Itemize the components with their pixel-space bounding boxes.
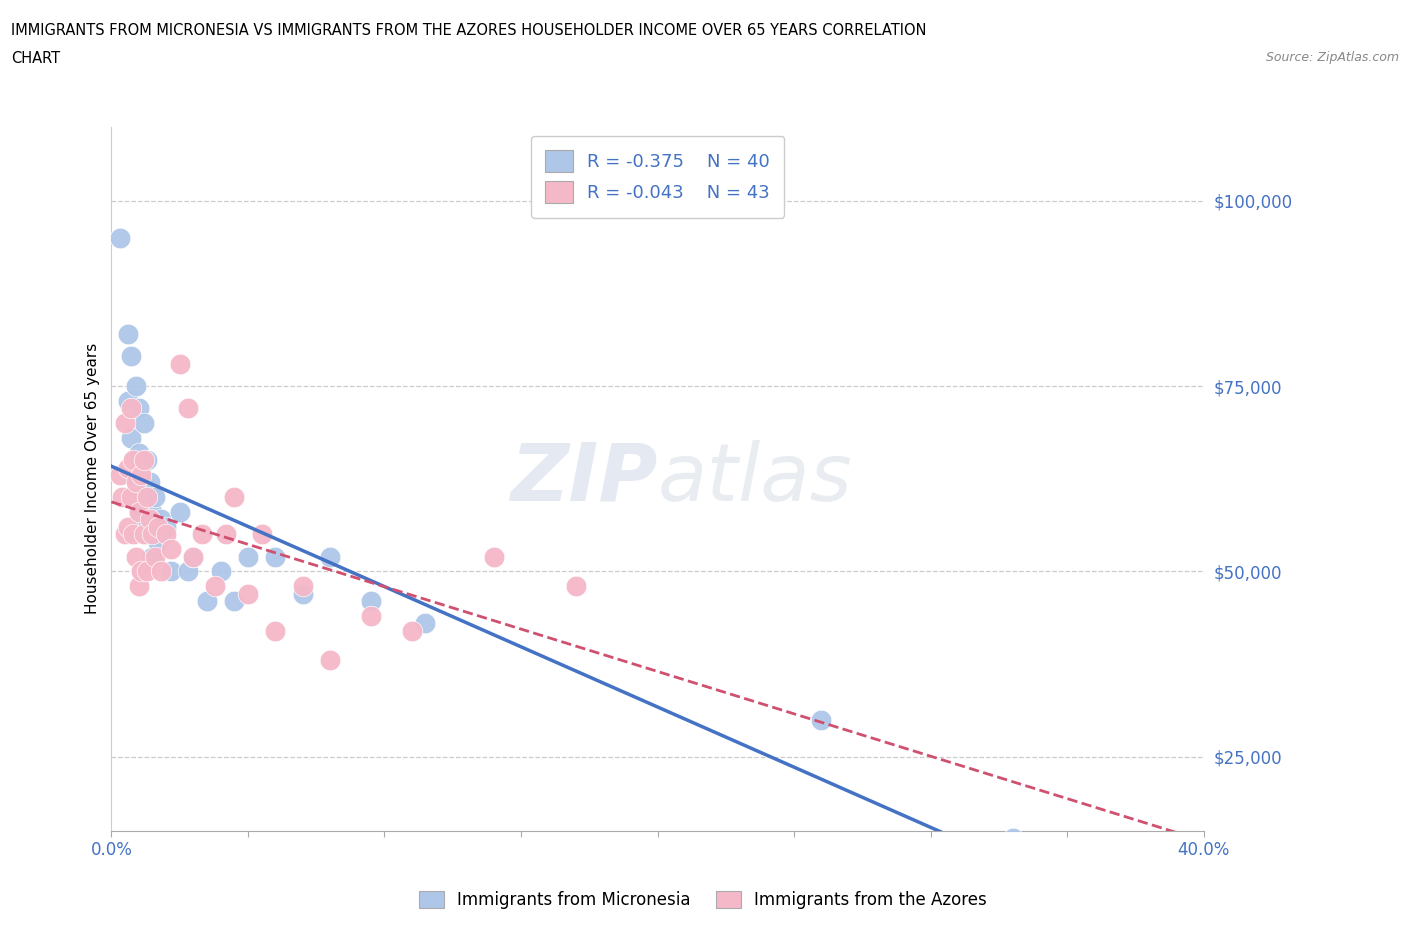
- Point: [264, 623, 287, 638]
- Point: [120, 431, 142, 445]
- Point: [117, 393, 139, 408]
- Point: [117, 460, 139, 475]
- Point: [135, 564, 157, 578]
- Point: [128, 401, 150, 416]
- Point: [141, 549, 163, 564]
- Point: [114, 527, 136, 542]
- Point: [160, 541, 183, 556]
- Point: [134, 453, 156, 468]
- Point: [149, 564, 172, 578]
- Point: [141, 505, 163, 520]
- Point: [195, 593, 218, 608]
- Text: IMMIGRANTS FROM MICRONESIA VS IMMIGRANTS FROM THE AZORES HOUSEHOLDER INCOME OVER: IMMIGRANTS FROM MICRONESIA VS IMMIGRANTS…: [11, 23, 927, 38]
- Point: [120, 490, 142, 505]
- Point: [143, 549, 166, 564]
- Point: [125, 490, 148, 505]
- Point: [401, 623, 423, 638]
- Point: [131, 468, 153, 483]
- Text: ZIP: ZIP: [510, 440, 658, 518]
- Point: [250, 527, 273, 542]
- Point: [134, 490, 156, 505]
- Point: [128, 505, 150, 520]
- Point: [111, 490, 134, 505]
- Point: [319, 653, 342, 668]
- Point: [122, 453, 145, 468]
- Point: [215, 527, 238, 542]
- Point: [108, 468, 131, 483]
- Point: [291, 578, 314, 593]
- Text: CHART: CHART: [11, 51, 60, 66]
- Point: [120, 401, 142, 416]
- Point: [224, 593, 246, 608]
- Point: [204, 578, 226, 593]
- Point: [117, 520, 139, 535]
- Point: [169, 505, 191, 520]
- Point: [236, 549, 259, 564]
- Point: [360, 593, 382, 608]
- Point: [131, 564, 153, 578]
- Point: [149, 512, 172, 527]
- Point: [128, 578, 150, 593]
- Point: [131, 460, 153, 475]
- Point: [143, 490, 166, 505]
- Point: [138, 475, 160, 490]
- Point: [155, 520, 177, 535]
- Point: [128, 505, 150, 520]
- Point: [155, 527, 177, 542]
- Point: [319, 549, 342, 564]
- Point: [138, 512, 160, 527]
- Point: [125, 475, 148, 490]
- Point: [146, 520, 169, 535]
- Text: Source: ZipAtlas.com: Source: ZipAtlas.com: [1265, 51, 1399, 64]
- Point: [125, 549, 148, 564]
- Legend: Immigrants from Micronesia, Immigrants from the Azores: Immigrants from Micronesia, Immigrants f…: [411, 883, 995, 917]
- Point: [128, 445, 150, 460]
- Point: [360, 608, 382, 623]
- Point: [169, 356, 191, 371]
- Point: [125, 379, 148, 393]
- Point: [131, 520, 153, 535]
- Point: [135, 490, 157, 505]
- Point: [482, 549, 505, 564]
- Point: [224, 490, 246, 505]
- Point: [134, 416, 156, 431]
- Point: [183, 549, 205, 564]
- Y-axis label: Householder Income Over 65 years: Householder Income Over 65 years: [86, 343, 100, 615]
- Point: [415, 616, 437, 631]
- Point: [135, 527, 157, 542]
- Point: [177, 401, 200, 416]
- Point: [236, 586, 259, 601]
- Point: [114, 416, 136, 431]
- Point: [134, 527, 156, 542]
- Point: [160, 564, 183, 578]
- Point: [146, 534, 169, 549]
- Point: [108, 231, 131, 246]
- Point: [122, 468, 145, 483]
- Point: [135, 453, 157, 468]
- Point: [564, 578, 586, 593]
- Point: [122, 453, 145, 468]
- Point: [1001, 830, 1024, 845]
- Point: [190, 527, 212, 542]
- Point: [120, 349, 142, 364]
- Point: [209, 564, 232, 578]
- Point: [122, 527, 145, 542]
- Point: [117, 326, 139, 341]
- Point: [291, 586, 314, 601]
- Point: [183, 549, 205, 564]
- Point: [141, 527, 163, 542]
- Text: atlas: atlas: [658, 440, 852, 518]
- Legend: R = -0.375    N = 40, R = -0.043    N = 43: R = -0.375 N = 40, R = -0.043 N = 43: [531, 136, 785, 218]
- Point: [177, 564, 200, 578]
- Point: [264, 549, 287, 564]
- Point: [810, 712, 832, 727]
